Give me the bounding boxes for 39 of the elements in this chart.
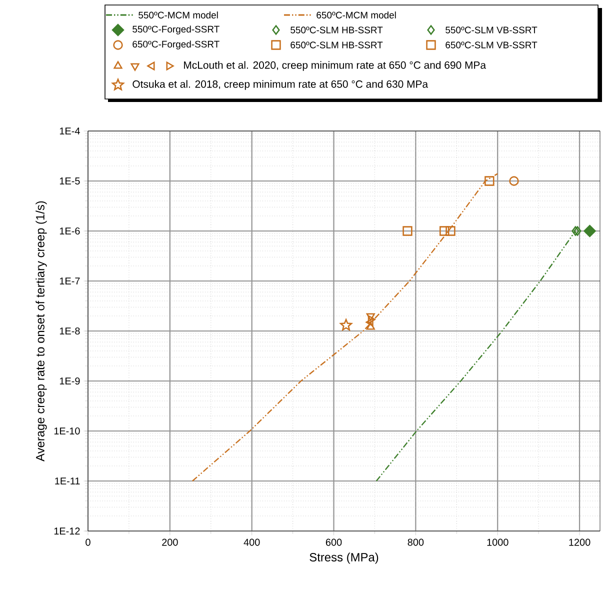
x-tick-label: 600 (326, 538, 342, 546)
point (366, 318, 374, 326)
legend-label: 650ºC-SLM VB-SSRT (446, 42, 538, 48)
legend-label: 650ºC-MCM model (316, 12, 396, 18)
point (446, 226, 456, 236)
legend-label: 550ºC-Forged-SSRT (132, 26, 220, 34)
x-axis-title: Stress (MPa) (310, 552, 378, 564)
legend-label: Otsuka et al. 2018, creep minimum rate at 650 °C and 630 MPa (132, 80, 428, 90)
y-tick-label: 1E-11 (55, 478, 80, 484)
x-tick-label: 800 (408, 538, 424, 546)
point (340, 318, 352, 331)
x-tick-label: 400 (244, 538, 260, 546)
point (440, 226, 450, 236)
legend-label: 650ºC-Forged-SSRT (132, 40, 220, 50)
y-tick-label: 1E-12 (54, 528, 80, 534)
point (572, 226, 580, 236)
y-tick-label: 1E-4 (60, 128, 80, 134)
point (584, 224, 596, 238)
y-tick-label: 1E-9 (60, 377, 80, 385)
legend-label: 550ºC-MCM model (138, 12, 218, 18)
legend-label: McLouth et al. 2020, creep minimum rate at 650 °C and 690 MPa (184, 61, 486, 71)
y-tick-label: 1E-7 (60, 278, 80, 284)
y-tick-label: 1E-8 (60, 327, 80, 335)
x-tick-label: 1200 (569, 538, 590, 546)
y-axis-title: Average creep rate to onset of tertiary creep (1/s) (36, 201, 47, 462)
point (402, 226, 412, 236)
point (484, 176, 494, 186)
y-tick-label: 1E-10 (54, 427, 80, 435)
x-tick-label: 200 (162, 538, 178, 546)
y-tick-label: 1E-5 (60, 178, 80, 184)
legend-label: 650ºC-SLM HB-SSRT (290, 42, 383, 48)
point (509, 176, 519, 186)
line-series (192, 173, 498, 482)
legend-label: 550ºC-SLM VB-SSRT (446, 26, 538, 34)
y-tick-label: 1E-6 (60, 227, 80, 235)
x-tick-label: 0 (86, 538, 90, 546)
point (574, 226, 582, 236)
x-tick-label: 1000 (487, 538, 508, 546)
legend-label: 550ºC-SLM HB-SSRT (290, 26, 383, 34)
